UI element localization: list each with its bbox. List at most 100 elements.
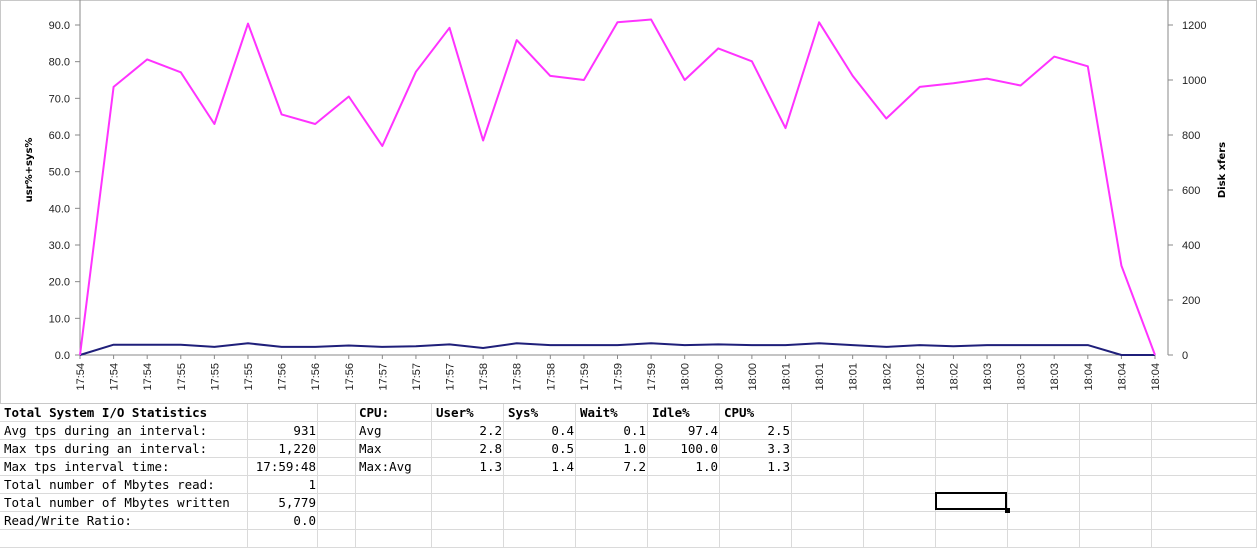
x-tick-label: 18:04 — [1116, 363, 1128, 391]
io-row-label[interactable]: Max tps during an interval: — [4, 441, 208, 456]
cpu-value[interactable]: 7.2 — [623, 459, 646, 474]
grid-cell — [432, 458, 504, 476]
left-tick-label: 10.0 — [49, 313, 70, 325]
grid-cell — [864, 530, 936, 548]
io-row-value[interactable]: 1 — [308, 477, 316, 492]
io-stats-title[interactable]: Total System I/O Statistics — [4, 405, 208, 420]
grid-cell — [356, 494, 432, 512]
grid-cell — [792, 458, 864, 476]
grid-cell — [248, 476, 318, 494]
cpu-value[interactable]: 97.4 — [687, 423, 718, 438]
grid-cell — [318, 458, 356, 476]
cpu-value[interactable]: 1.0 — [695, 459, 718, 474]
grid-cell — [1152, 404, 1257, 422]
grid-cell — [504, 494, 576, 512]
x-tick-label: 17:58 — [512, 363, 524, 391]
cpu-row-label[interactable]: Max:Avg — [359, 459, 412, 474]
io-row-value[interactable]: 17:59:48 — [255, 459, 316, 474]
grid-cell — [248, 458, 318, 476]
cpu-header-user[interactable]: User% — [436, 405, 474, 420]
grid-cell — [248, 440, 318, 458]
x-tick-label: 17:55 — [176, 363, 188, 391]
x-tick-label: 18:03 — [1049, 363, 1061, 391]
grid-cell — [356, 458, 432, 476]
x-tick-label: 17:57 — [377, 363, 389, 391]
io-row-value[interactable]: 931 — [293, 423, 316, 438]
cpu-value[interactable]: 1.3 — [479, 459, 502, 474]
cpu-value[interactable]: 0.1 — [623, 423, 646, 438]
cpu-header-sys[interactable]: Sys% — [508, 405, 539, 420]
x-tick-label: 18:02 — [915, 363, 927, 391]
grid-cell — [792, 440, 864, 458]
io-row-value[interactable]: 5,779 — [278, 495, 316, 510]
grid-cell — [936, 404, 1008, 422]
cpu-value[interactable]: 1.4 — [551, 459, 574, 474]
cpu-value[interactable]: 0.5 — [551, 441, 574, 456]
io-row-label[interactable]: Avg tps during an interval: — [4, 423, 208, 438]
cpu-value[interactable]: 3.3 — [767, 441, 790, 456]
grid-cell — [576, 494, 648, 512]
cpu-value[interactable]: 1.0 — [623, 441, 646, 456]
cpu-header-wait[interactable]: Wait% — [580, 405, 618, 420]
grid-cell — [864, 440, 936, 458]
grid-cell — [432, 422, 504, 440]
io-row-label[interactable]: Total number of Mbytes read: — [4, 477, 215, 492]
x-tick-label: 17:54 — [142, 363, 154, 391]
spreadsheet-grid[interactable]: Total System I/O Statistics Avg tps duri… — [0, 404, 1257, 548]
fill-handle[interactable] — [1005, 508, 1010, 513]
cpu-value[interactable]: 0.4 — [551, 423, 574, 438]
x-tick-label: 17:59 — [613, 363, 625, 391]
cpu-value[interactable]: 2.8 — [479, 441, 502, 456]
cpu-value[interactable]: 2.5 — [767, 423, 790, 438]
cpu-value[interactable]: 2.2 — [479, 423, 502, 438]
x-tick-label: 17:55 — [209, 363, 221, 391]
cpu-row-label[interactable]: Max — [359, 441, 382, 456]
grid-cell — [936, 458, 1008, 476]
grid-cell — [936, 440, 1008, 458]
grid-cell — [248, 494, 318, 512]
x-tick-label: 17:57 — [445, 363, 457, 391]
io-row-value[interactable]: 0.0 — [293, 513, 316, 528]
right-tick-label: 1200 — [1182, 20, 1206, 32]
x-tick-label: 18:02 — [948, 363, 960, 391]
cpu-row-label[interactable]: Avg — [359, 423, 382, 438]
grid-cell — [248, 530, 318, 548]
grid-cell — [432, 512, 504, 530]
cpu-header-idle[interactable]: Idle% — [652, 405, 690, 420]
active-cell-selection[interactable] — [935, 492, 1007, 510]
grid-cell — [936, 422, 1008, 440]
io-row-value[interactable]: 1,220 — [278, 441, 316, 456]
cpu-header[interactable]: CPU: — [359, 405, 390, 420]
io-row-label[interactable]: Max tps interval time: — [4, 459, 170, 474]
grid-cell — [1152, 440, 1257, 458]
cpu-value[interactable]: 1.3 — [767, 459, 790, 474]
usr-sys-series-line — [79, 342, 1155, 356]
cpu-value[interactable]: 100.0 — [680, 441, 718, 456]
x-tick-label: 17:54 — [109, 363, 121, 391]
grid-cell — [0, 476, 248, 494]
x-tick-label: 17:58 — [545, 363, 557, 391]
grid-cell — [648, 494, 720, 512]
grid-cell — [1008, 458, 1080, 476]
grid-cell — [1152, 476, 1257, 494]
io-row-label[interactable]: Total number of Mbytes written — [4, 495, 230, 510]
grid-cell — [432, 494, 504, 512]
right-tick-label: 0 — [1182, 350, 1188, 362]
x-tick-label: 17:58 — [478, 363, 490, 391]
grid-cell — [864, 494, 936, 512]
grid-cell — [318, 476, 356, 494]
grid-cell — [356, 512, 432, 530]
grid-cell — [1152, 458, 1257, 476]
grid-cell — [1008, 530, 1080, 548]
x-tick-label: 18:01 — [814, 363, 826, 391]
grid-cell — [720, 458, 792, 476]
grid-cell — [1080, 440, 1152, 458]
grid-cell — [318, 422, 356, 440]
grid-cell — [1008, 494, 1080, 512]
x-tick-label: 18:03 — [1016, 363, 1028, 391]
grid-cell — [356, 440, 432, 458]
grid-cell — [792, 476, 864, 494]
grid-cell — [318, 512, 356, 530]
cpu-header-cpu[interactable]: CPU% — [724, 405, 755, 420]
io-row-label[interactable]: Read/Write Ratio: — [4, 513, 132, 528]
